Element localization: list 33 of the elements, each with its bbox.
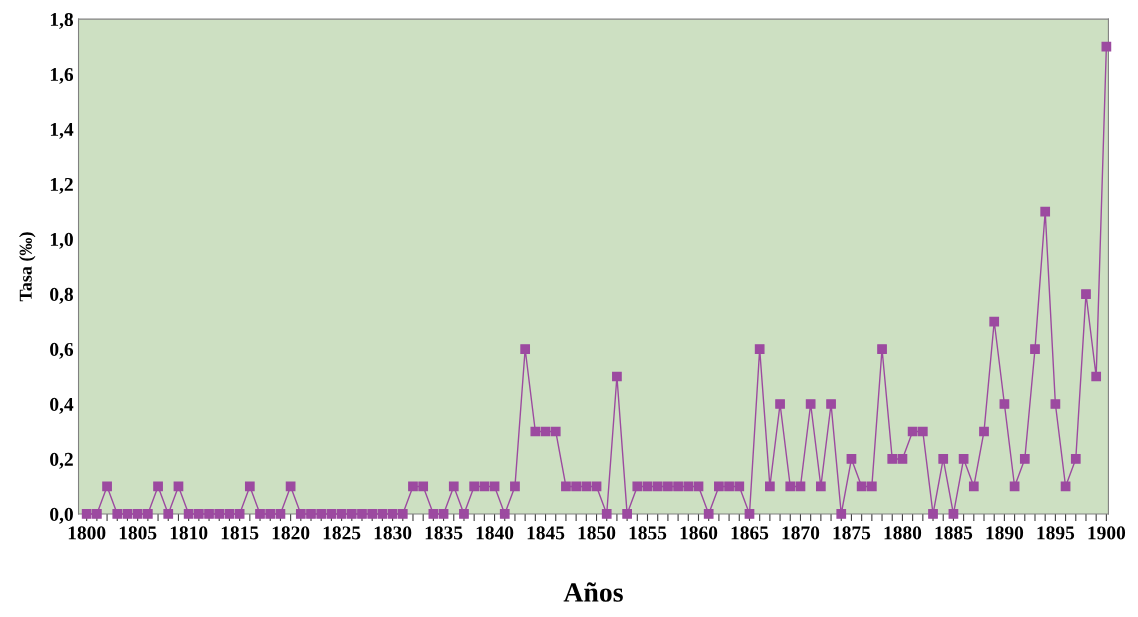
x-tick-label: 1860 [680,526,718,540]
x-tick-label: 1835 [425,526,463,540]
x-tick-label: 1880 [884,526,922,540]
y-tick-label: 0,0 [50,507,73,524]
y-tick-label: 0,2 [50,452,73,469]
y-tick-label: 0,8 [50,287,74,304]
y-tick-label: 1,6 [50,67,74,84]
x-tick-label: 1865 [731,526,769,540]
x-tick-label: 1895 [1037,526,1075,540]
x-axis-title: Años [563,582,623,602]
x-tick-label: 1830 [374,526,412,540]
x-tick-label: 1840 [476,526,514,540]
y-tick-label: 1,4 [50,123,74,139]
y-axis-title: Tasa (‰) [19,232,36,302]
y-tick-label: 1,2 [50,177,73,194]
x-tick-label: 1825 [323,526,361,540]
x-tick-label: 1890 [986,526,1024,540]
x-tick-label: 1900 [1088,526,1126,540]
x-tick-label: 1805 [119,526,157,540]
y-tick-label: 1,8 [50,12,74,29]
y-tick-label: 1,0 [50,232,73,249]
x-tick-label: 1800 [68,526,106,540]
x-tick-label: 1870 [782,526,820,540]
x-tick-label: 1845 [527,526,565,540]
x-tick-label: 1885 [935,526,973,540]
y-tick-label: 0,4 [50,397,74,414]
x-tick-label: 1820 [272,526,310,540]
x-tick-label: 1875 [833,526,871,540]
x-tick-label: 1810 [170,526,208,540]
x-tick-label: 1850 [578,526,616,540]
y-tick-label: 0,6 [50,342,74,359]
x-tick-label: 1855 [629,526,667,540]
x-tick-label: 1815 [221,526,259,540]
